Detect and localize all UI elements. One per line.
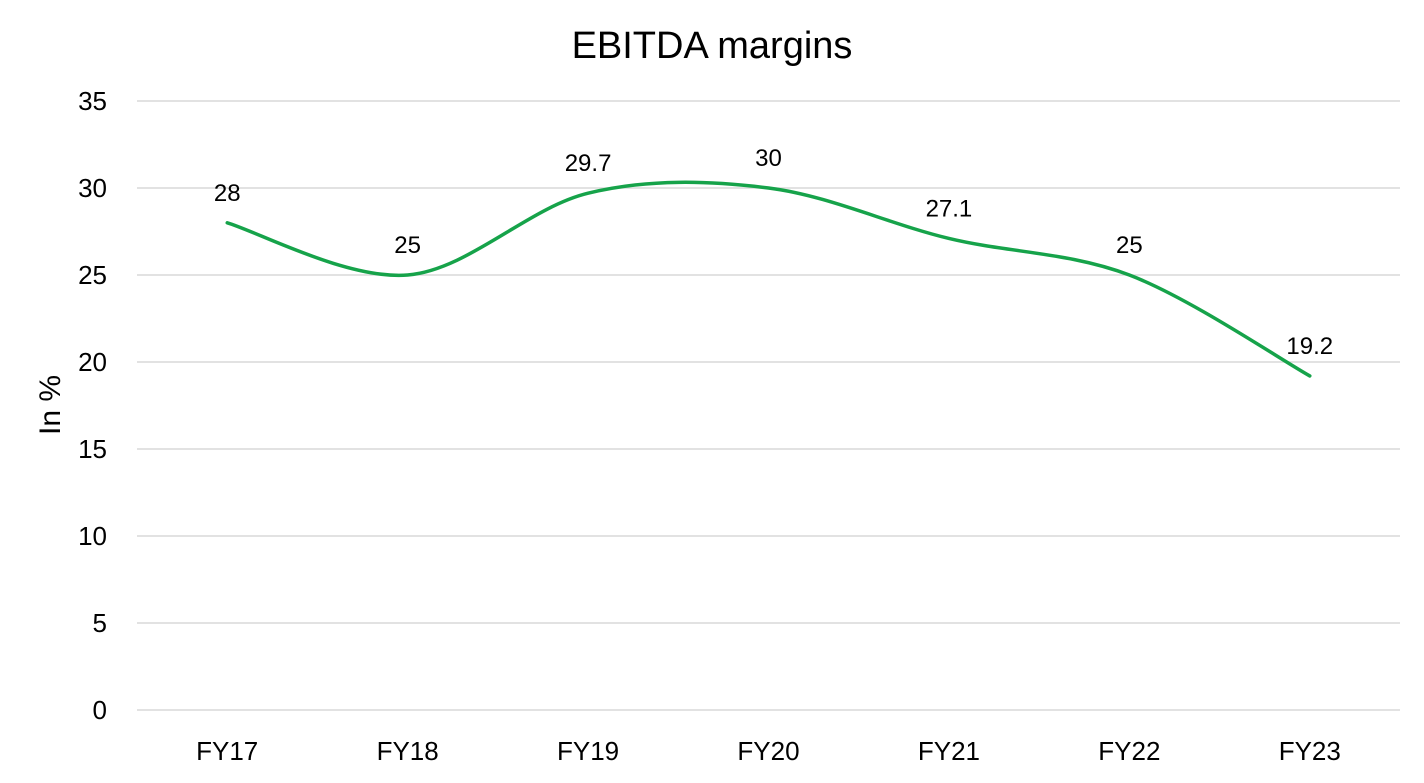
- y-tick-label: 30: [78, 173, 107, 203]
- x-axis-ticks: FY17 FY18 FY19 FY20 FY21 FY22 FY23: [196, 736, 1341, 766]
- y-tick-label: 5: [93, 608, 107, 638]
- data-label: 28: [214, 180, 241, 207]
- y-axis-label: In %: [34, 375, 67, 435]
- x-tick-label: FY22: [1098, 736, 1160, 766]
- y-tick-label: 0: [93, 695, 107, 725]
- y-tick-label: 15: [78, 434, 107, 464]
- x-tick-label: FY20: [737, 736, 799, 766]
- data-label: 25: [1116, 232, 1143, 259]
- x-tick-label: FY17: [196, 736, 258, 766]
- series-line: [225, 180, 1312, 378]
- data-labels: 28 25 29.7 30 27.1 25 19.2: [214, 145, 1333, 360]
- y-tick-label: 25: [78, 260, 107, 290]
- chart-title: EBITDA margins: [572, 25, 853, 67]
- y-tick-label: 20: [78, 347, 107, 377]
- x-tick-label: FY23: [1279, 736, 1341, 766]
- data-label: 27.1: [926, 195, 973, 222]
- data-label: 29.7: [565, 150, 612, 177]
- data-label: 19.2: [1286, 333, 1333, 360]
- x-tick-label: FY21: [918, 736, 980, 766]
- y-tick-label: 10: [78, 521, 107, 551]
- data-label: 25: [394, 232, 421, 259]
- data-label: 30: [755, 145, 782, 172]
- x-tick-label: FY18: [377, 736, 439, 766]
- series: [225, 180, 1312, 378]
- x-tick-label: FY19: [557, 736, 619, 766]
- y-tick-label: 35: [78, 86, 107, 116]
- gridlines: [137, 100, 1400, 711]
- y-axis-ticks: 0 5 10 15 20 25 30 35: [78, 86, 107, 725]
